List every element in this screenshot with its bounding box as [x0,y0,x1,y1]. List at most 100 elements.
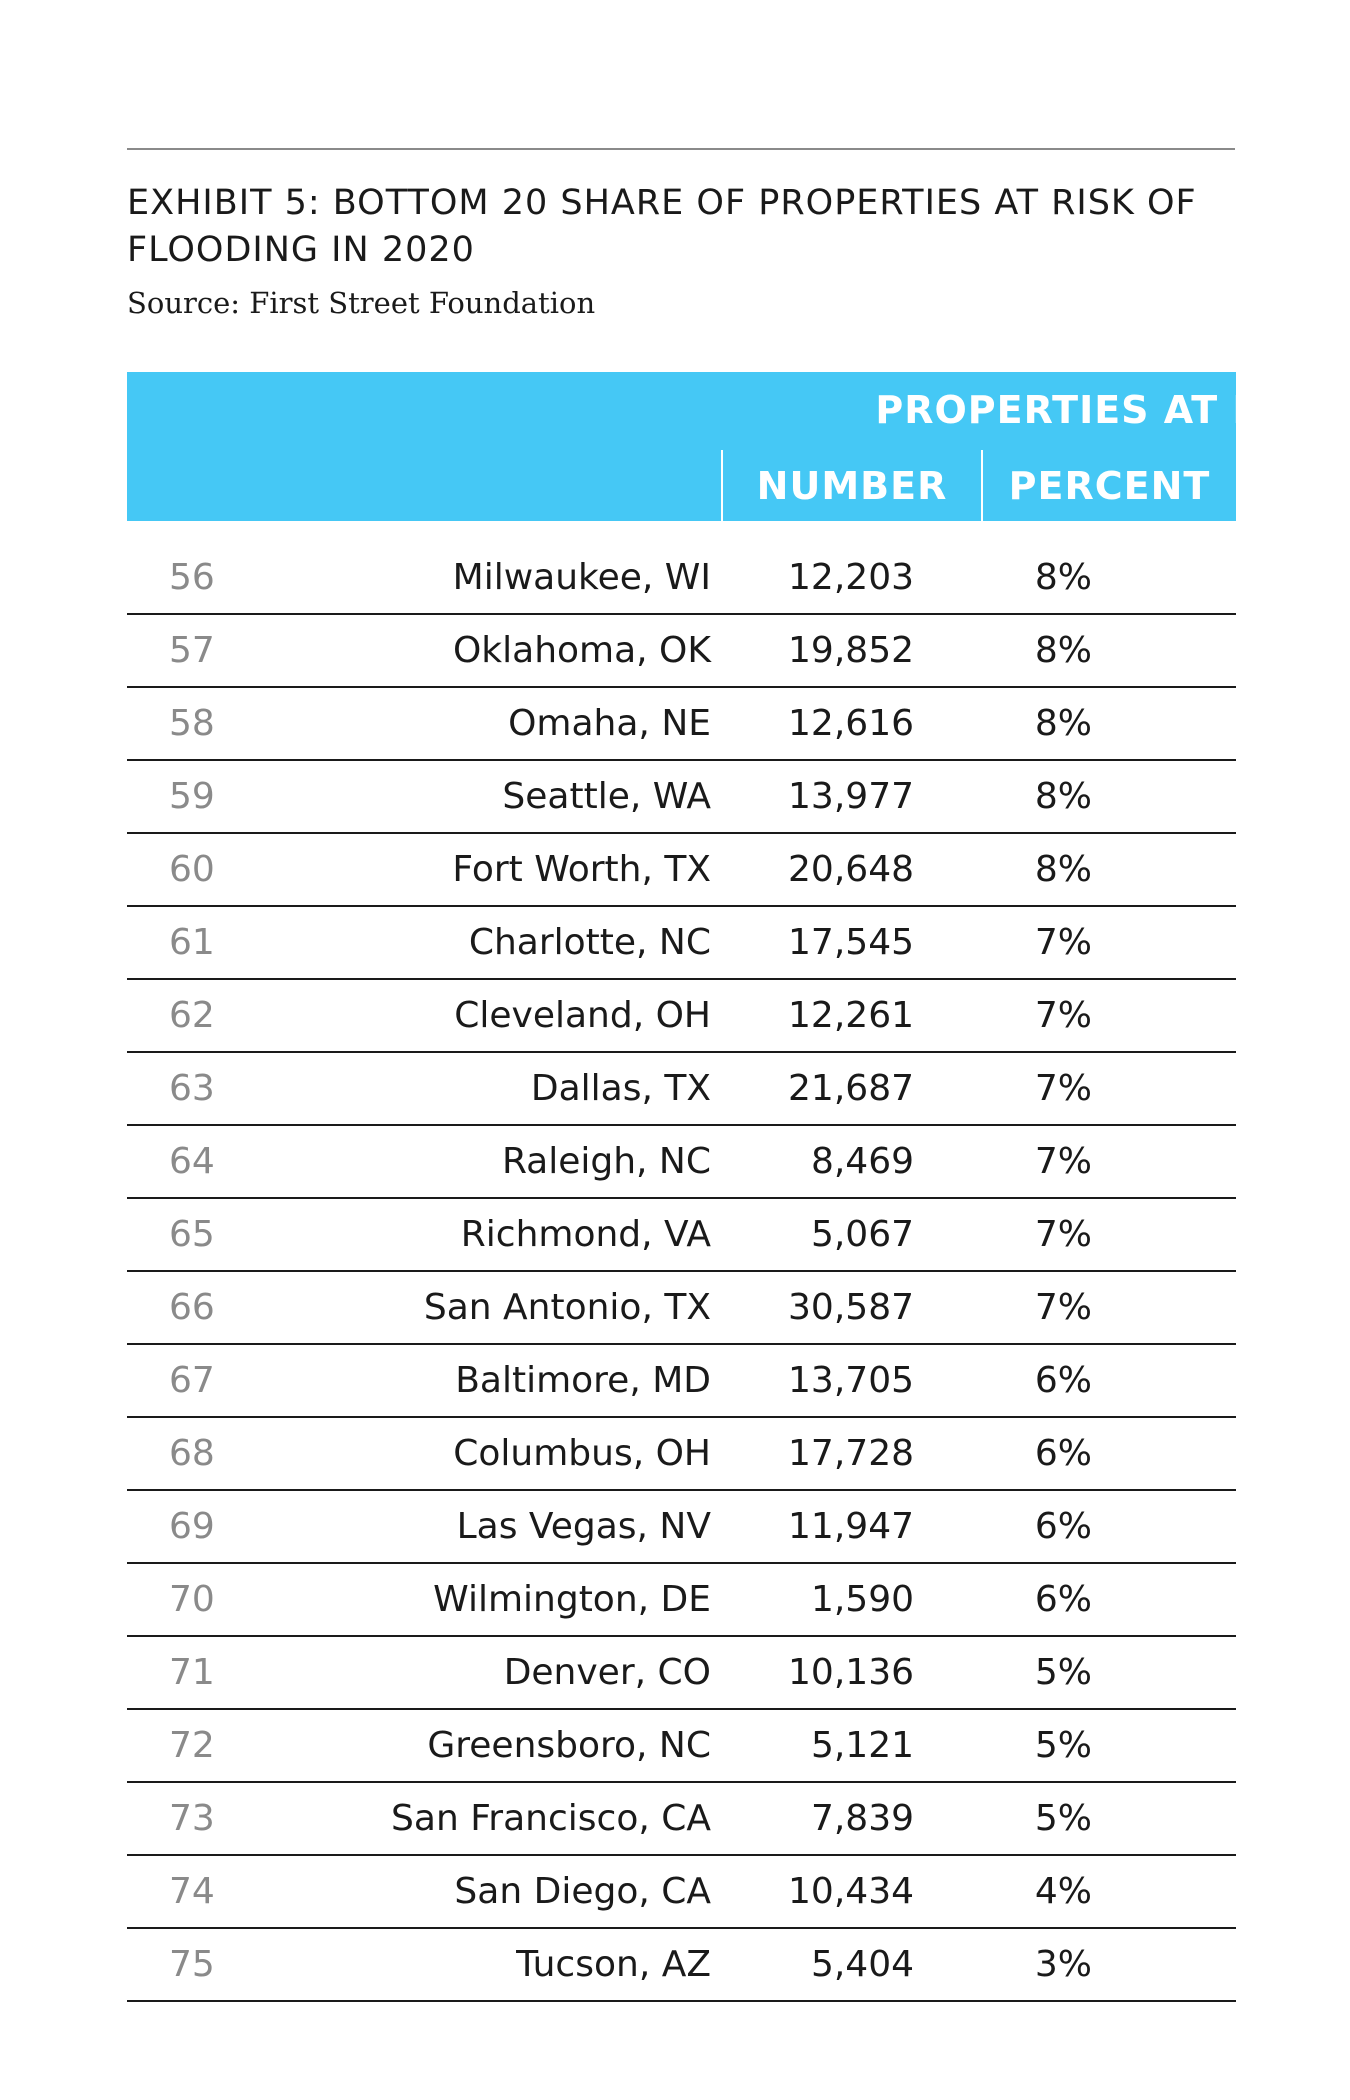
city-cell: Baltimore, MD [455,1360,711,1401]
percent-cell: 7% [1034,1068,1092,1109]
table-row: 75 Tucson, AZ 5,404 3% [127,1929,1236,2002]
rank-cell: 65 [169,1214,215,1255]
rank-cell: 67 [169,1360,215,1401]
number-cell: 10,136 [788,1652,914,1693]
percent-cell: 7% [1034,1141,1092,1182]
table-row: 62 Cleveland, OH 12,261 7% [127,980,1236,1053]
number-cell: 13,977 [788,776,914,817]
number-cell: 17,728 [788,1433,914,1474]
rank-cell: 69 [169,1506,215,1547]
table-row: 68 Columbus, OH 17,728 6% [127,1418,1236,1491]
rank-cell: 59 [169,776,215,817]
percent-cell: 4% [1034,1871,1092,1912]
table-row: 72 Greensboro, NC 5,121 5% [127,1710,1236,1783]
table-row: 59 Seattle, WA 13,977 8% [127,761,1236,834]
table-row: 74 San Diego, CA 10,434 4% [127,1856,1236,1929]
number-cell: 12,261 [788,995,914,1036]
table-row: 60 Fort Worth, TX 20,648 8% [127,834,1236,907]
number-cell: 8,469 [810,1141,914,1182]
rank-cell: 57 [169,630,215,671]
top-divider [127,148,1235,150]
percent-cell: 7% [1034,922,1092,963]
city-cell: Raleigh, NC [501,1141,711,1182]
number-cell: 20,648 [788,849,914,890]
rank-cell: 62 [169,995,215,1036]
table-row: 66 San Antonio, TX 30,587 7% [127,1272,1236,1345]
table-row: 57 Oklahoma, OK 19,852 8% [127,615,1236,688]
table-row: 56 Milwaukee, WI 12,203 8% [127,542,1236,615]
number-cell: 12,203 [788,557,914,598]
table-header: PROPERTIES AT RISK NUMBER PERCENT [127,372,1336,521]
number-cell: 5,404 [810,1944,914,1985]
rank-cell: 60 [169,849,215,890]
number-cell: 7,839 [810,1798,914,1839]
city-cell: Dallas, TX [530,1068,711,1109]
rank-cell: 61 [169,922,215,963]
city-cell: San Antonio, TX [423,1287,711,1328]
city-cell: Tucson, AZ [516,1944,711,1985]
percent-cell: 7% [1034,1214,1092,1255]
table-row: 69 Las Vegas, NV 11,947 6% [127,1491,1236,1564]
table-row: 65 Richmond, VA 5,067 7% [127,1199,1236,1272]
number-cell: 12,616 [788,703,914,744]
city-cell: Denver, CO [503,1652,711,1693]
percent-cell: 8% [1034,703,1092,744]
city-cell: Wilmington, DE [433,1579,711,1620]
number-cell: 5,121 [810,1725,914,1766]
city-cell: Milwaukee, WI [452,557,711,598]
percent-cell: 8% [1034,630,1092,671]
column-header-percent: PERCENT [1008,464,1211,508]
table-row: 64 Raleigh, NC 8,469 7% [127,1126,1236,1199]
exhibit-title: EXHIBIT 5: BOTTOM 20 SHARE OF PROPERTIES… [127,183,1197,270]
rank-cell: 73 [169,1798,215,1839]
city-cell: San Diego, CA [454,1871,711,1912]
percent-cell: 5% [1034,1652,1092,1693]
rank-cell: 56 [169,557,215,598]
percent-cell: 8% [1034,776,1092,817]
percent-cell: 5% [1034,1798,1092,1839]
percent-cell: 5% [1034,1725,1092,1766]
rank-cell: 71 [169,1652,215,1693]
table-body: 56 Milwaukee, WI 12,203 8% 57 Oklahoma, OK 19,… [127,542,1236,2002]
city-cell: Columbus, OH [453,1433,711,1474]
number-cell: 11,947 [788,1506,914,1547]
percent-cell: 8% [1034,849,1092,890]
rank-cell: 63 [169,1068,215,1109]
header-separator [721,450,723,521]
group-header-properties-at-risk: PROPERTIES AT RISK [875,388,1337,432]
number-cell: 17,545 [788,922,914,963]
number-cell: 19,852 [788,630,914,671]
rank-cell: 64 [169,1141,215,1182]
table-row: 73 San Francisco, CA 7,839 5% [127,1783,1236,1856]
table-row: 67 Baltimore, MD 13,705 6% [127,1345,1236,1418]
rank-cell: 58 [169,703,215,744]
city-cell: San Francisco, CA [391,1798,711,1839]
number-cell: 10,434 [788,1871,914,1912]
percent-cell: 8% [1034,557,1092,598]
rank-cell: 74 [169,1871,215,1912]
header-separator [981,450,983,521]
city-cell: Las Vegas, NV [456,1506,711,1547]
number-cell: 21,687 [788,1068,914,1109]
city-cell: Fort Worth, TX [452,849,711,890]
number-cell: 5,067 [810,1214,914,1255]
percent-cell: 7% [1034,1287,1092,1328]
city-cell: Omaha, NE [508,703,711,744]
rank-cell: 75 [169,1944,215,1985]
percent-cell: 6% [1034,1433,1092,1474]
column-header-number: NUMBER [756,464,948,508]
percent-cell: 6% [1034,1579,1092,1620]
rank-cell: 68 [169,1433,215,1474]
table-row: 71 Denver, CO 10,136 5% [127,1637,1236,1710]
source-note: Source: First Street Foundation [127,286,596,320]
percent-cell: 6% [1034,1360,1092,1401]
number-cell: 1,590 [810,1579,914,1620]
rank-cell: 70 [169,1579,215,1620]
number-cell: 30,587 [788,1287,914,1328]
rank-cell: 66 [169,1287,215,1328]
number-cell: 13,705 [788,1360,914,1401]
city-cell: Cleveland, OH [454,995,711,1036]
percent-cell: 7% [1034,995,1092,1036]
percent-cell: 6% [1034,1506,1092,1547]
table-row: 70 Wilmington, DE 1,590 6% [127,1564,1236,1637]
